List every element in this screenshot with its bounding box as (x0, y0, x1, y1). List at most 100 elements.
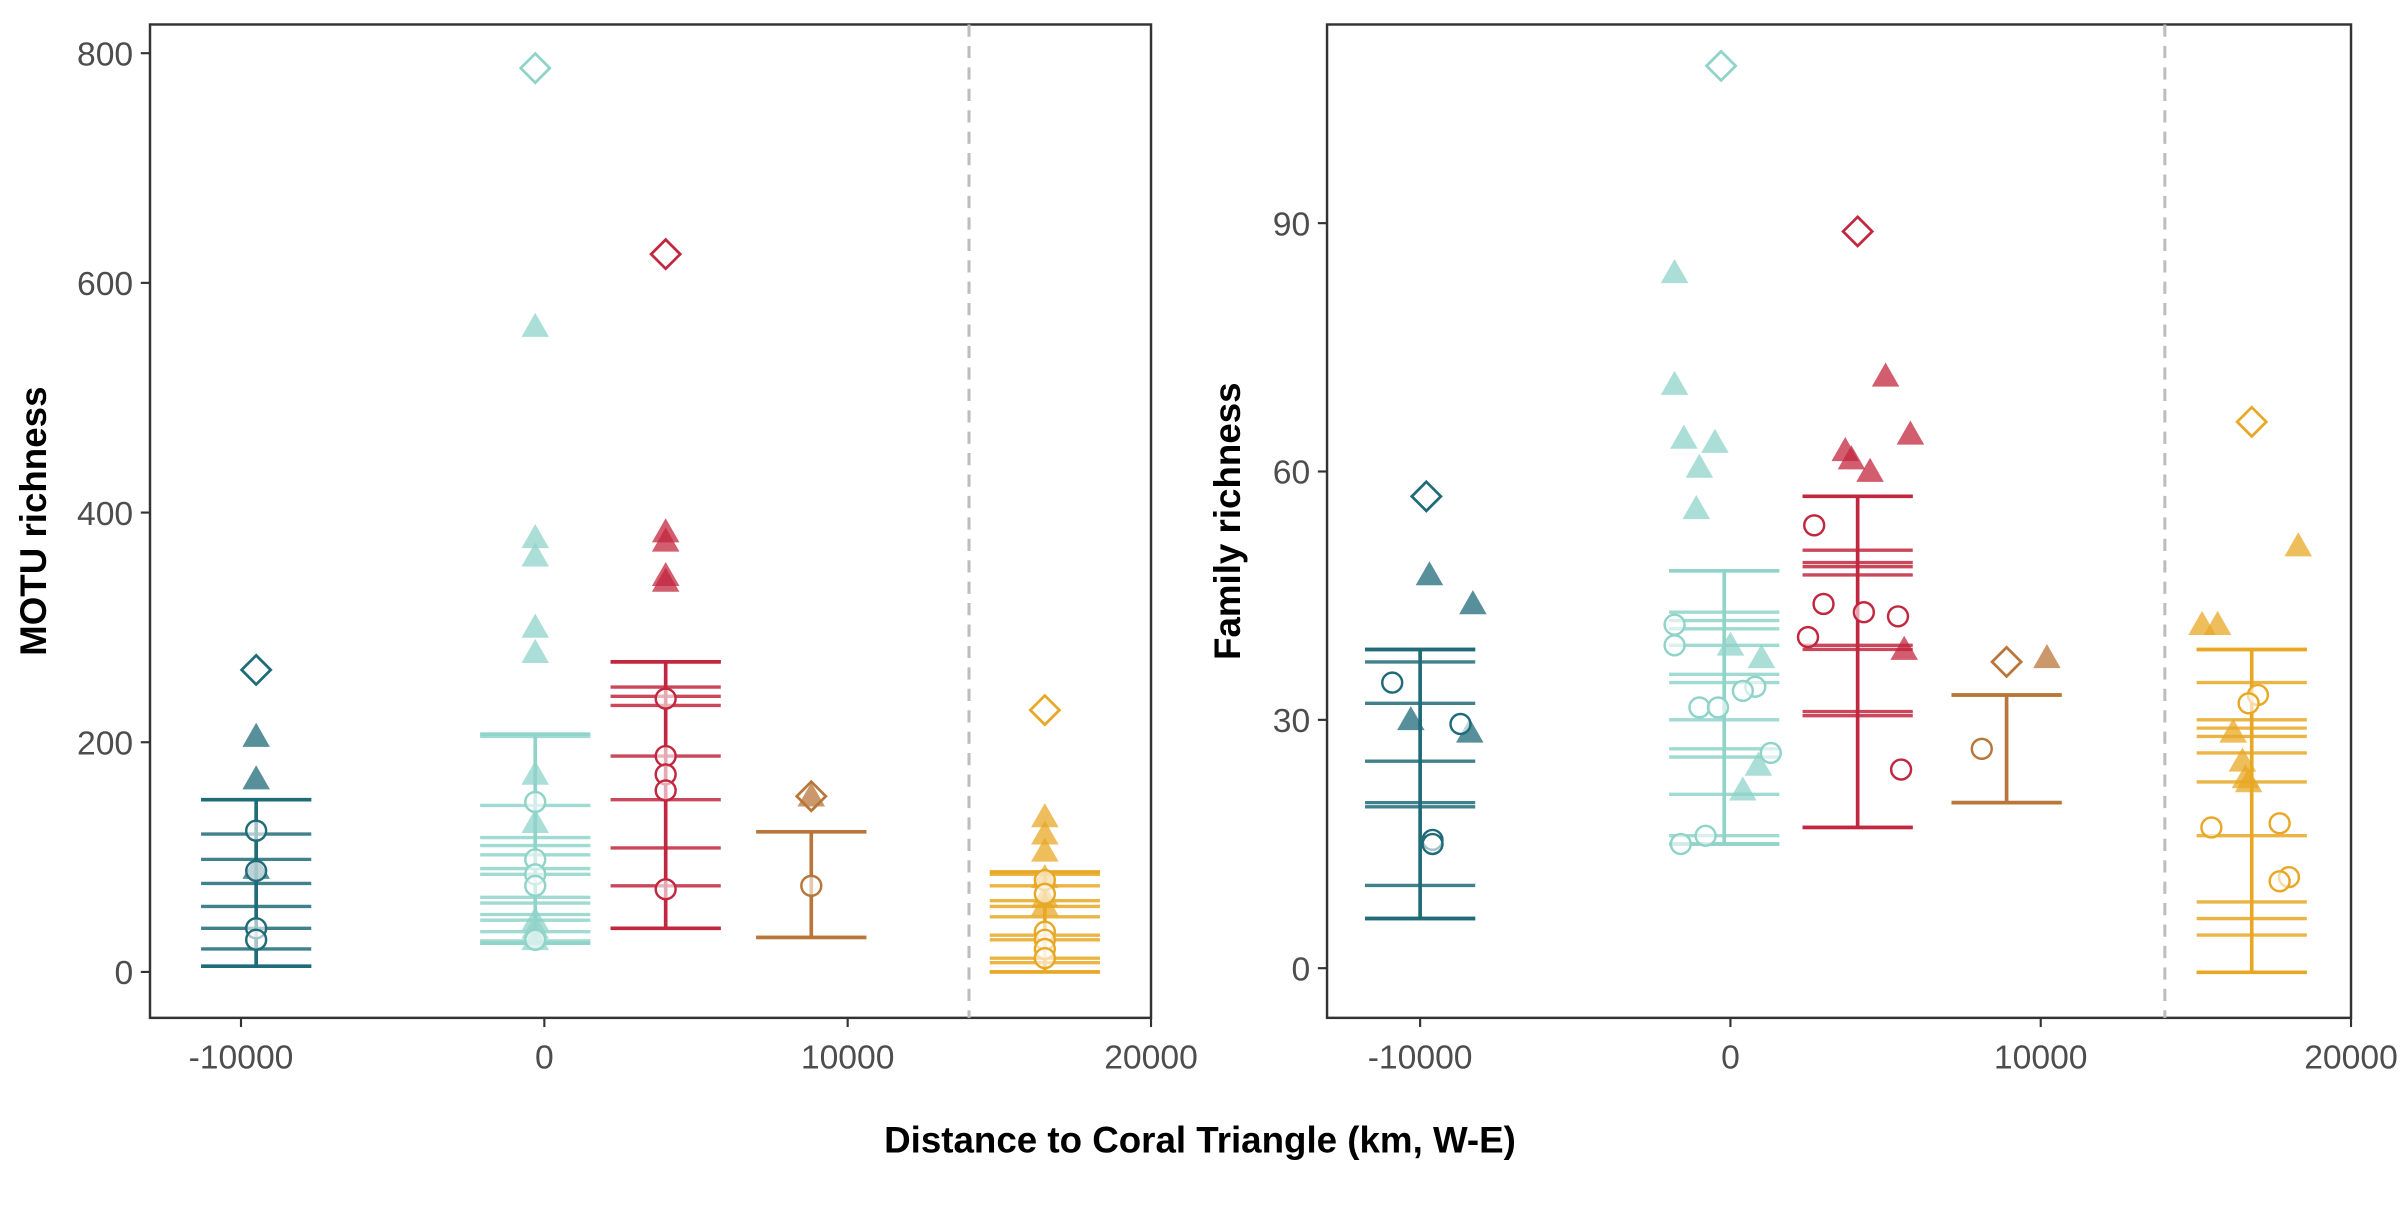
circle-point (1033, 882, 1057, 906)
triangle-point (1856, 457, 1884, 482)
circle-point (524, 874, 547, 897)
x-tick-label: 20000 (1104, 1039, 1198, 1076)
y-axis-title: MOTU richness (13, 387, 54, 656)
triangle-point (651, 567, 680, 592)
circle-point (1381, 671, 1404, 694)
y-axis-title: Family richness (1207, 382, 1248, 660)
diamond-point (2235, 405, 2269, 439)
triangle-point (2234, 768, 2263, 793)
circle-point (1663, 634, 1686, 657)
circle-point (1759, 741, 1782, 765)
triangle-point (521, 638, 550, 663)
triangle-point (1660, 370, 1689, 395)
circle-point (1796, 625, 1820, 649)
triangle-point (2219, 718, 2247, 743)
x-tick-label: -10000 (189, 1039, 294, 1076)
triangle-point (1456, 718, 1484, 743)
panel-motu-richness: 0 200 400 600 800 -10000 0 10000 20000 MOTU richn… (13, 23, 1198, 1076)
panel-border (1325, 23, 2353, 1020)
triangle-point (1670, 424, 1698, 449)
circle-point (1669, 832, 1692, 856)
triangle-point (1701, 428, 1729, 453)
triangle-point (1682, 494, 1711, 520)
y-tick-label: 0 (114, 955, 133, 992)
circle-point (2237, 692, 2260, 715)
diamond-point (649, 237, 683, 271)
circle-point (2268, 870, 2291, 893)
diamond-point (1990, 645, 2024, 679)
triangle-point (521, 542, 550, 567)
circle-point (524, 790, 547, 814)
circle-point (654, 779, 677, 802)
triangle-point (1716, 631, 1745, 656)
triangle-point (1729, 776, 1757, 801)
circle-point (1889, 758, 1913, 781)
diamond-point (1704, 49, 1738, 83)
circle-point (1886, 605, 1910, 628)
y-tick-label: 30 (1273, 703, 1310, 740)
triangle-point (521, 613, 550, 638)
triangle-point (521, 808, 550, 833)
diamond-point (1841, 214, 1875, 248)
x-tick-label: 0 (1721, 1039, 1740, 1076)
circle-point (1812, 592, 1835, 616)
panel-family-richness: 0 30 60 90 -10000 0 10000 20000 Family richness (1207, 23, 2398, 1076)
triangle-point (1744, 751, 1773, 776)
triangle-point (521, 524, 550, 549)
y-tick-label: 200 (77, 725, 133, 762)
diamond-point (794, 779, 828, 813)
triangle-point (797, 782, 826, 807)
triangle-point (242, 765, 270, 790)
triangle-point (1837, 445, 1866, 470)
triangle-point (521, 760, 550, 785)
y-tick-label: 400 (77, 496, 133, 533)
circle-point (800, 874, 823, 897)
circle-point (654, 687, 677, 710)
triangle-point (1031, 820, 1059, 845)
circle-point (2200, 816, 2223, 839)
y-tick-label: 600 (77, 266, 133, 303)
circle-point (1970, 737, 1993, 760)
triangle-point (1685, 453, 1714, 478)
circle-point (654, 744, 677, 768)
triangle-point (1660, 259, 1689, 284)
circle-point (654, 878, 677, 901)
x-tick-label: -10000 (1368, 1039, 1473, 1076)
triangle-point (242, 722, 270, 747)
y-tick-label: 90 (1273, 206, 1310, 243)
diamond-point (518, 51, 552, 85)
circle-point (2268, 812, 2291, 835)
triangle-point (521, 312, 550, 337)
circle-point (1033, 946, 1057, 970)
triangle-point (2284, 532, 2313, 557)
x-tick-label: 0 (535, 1039, 554, 1076)
x-axis-title: Distance to Coral Triangle (km, W-E) (884, 1120, 1516, 1161)
circle-point (1688, 696, 1711, 719)
triangle-point (2033, 643, 2061, 669)
y-tick-label: 60 (1273, 455, 1310, 492)
circle-point (1731, 679, 1755, 703)
x-tick-label: 10000 (1994, 1039, 2088, 1076)
triangle-point (1871, 362, 1900, 387)
diamond-point (239, 653, 273, 687)
triangle-point (1896, 420, 1925, 445)
circle-point (1663, 613, 1686, 636)
circle-point (244, 819, 268, 842)
diamond-point (1028, 693, 1062, 727)
triangle-point (1747, 643, 1776, 669)
triangle-point (1459, 590, 1487, 615)
circle-point (244, 859, 268, 883)
y-tick-label: 0 (1291, 951, 1310, 988)
triangle-point (651, 527, 680, 552)
x-tick-label: 20000 (2304, 1039, 2398, 1076)
circle-point (524, 928, 547, 951)
triangle-point (2203, 610, 2232, 635)
triangle-point (2228, 747, 2257, 772)
triangle-point (1031, 803, 1059, 828)
x-tick-label: 10000 (801, 1039, 895, 1076)
diamond-point (1409, 479, 1443, 513)
circle-point (1852, 601, 1876, 624)
triangle-point (1415, 561, 1444, 586)
